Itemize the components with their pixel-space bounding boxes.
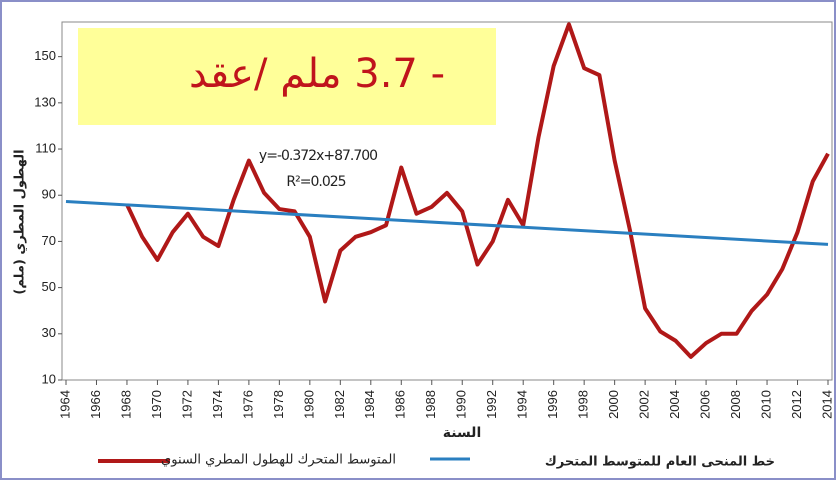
x-tick-label: 1980 xyxy=(301,390,316,419)
y-tick-label: 30 xyxy=(42,325,56,340)
y-tick-label: 110 xyxy=(35,140,56,155)
y-tick-label: 50 xyxy=(42,279,56,294)
legend-label: خط المنحى العام للمتوسط المتحرك xyxy=(545,455,775,470)
x-tick-label: 2006 xyxy=(698,390,713,419)
x-tick-label: 1990 xyxy=(454,390,469,419)
x-tick-label: 2008 xyxy=(728,390,743,419)
x-tick-label: 1988 xyxy=(423,390,438,419)
x-tick-label: 2004 xyxy=(667,390,682,419)
x-tick-label: 1974 xyxy=(210,390,225,419)
x-tick-label: 1998 xyxy=(576,390,591,419)
y-tick-label: 90 xyxy=(42,187,56,202)
x-tick-label: 1976 xyxy=(240,390,255,419)
x-tick-label: 2002 xyxy=(637,390,652,419)
r-squared: R²=0.025 xyxy=(286,174,345,190)
x-tick-label: 1978 xyxy=(271,390,286,419)
x-tick-label: 1964 xyxy=(57,390,72,419)
x-tick-label: 1986 xyxy=(393,390,408,419)
x-tick-label: 2014 xyxy=(819,390,834,419)
annotation: - 3.7 ملم /عقد xyxy=(189,51,445,97)
y-tick-label: 70 xyxy=(42,233,56,248)
x-tick-label: 2010 xyxy=(758,390,773,419)
series-line xyxy=(125,22,830,359)
series-line xyxy=(65,199,829,246)
x-tick-label: 1992 xyxy=(484,390,499,419)
x-tick-label: 2000 xyxy=(606,390,621,419)
legend-label: المتوسط المتحرك للهطول المطري السنوي xyxy=(161,453,396,468)
x-tick-label: 1994 xyxy=(515,390,530,419)
x-tick-label: 1966 xyxy=(88,390,103,419)
equation: y=-0.372x+87.700 xyxy=(259,148,377,164)
x-tick-label: 1972 xyxy=(179,390,194,419)
x-axis-label: السنة xyxy=(443,425,482,441)
annotation-box xyxy=(78,28,496,125)
x-tick-label: 2012 xyxy=(789,390,804,419)
y-tick-label: 10 xyxy=(42,371,56,386)
x-tick-label: 1996 xyxy=(545,390,560,419)
x-tick-label: 1982 xyxy=(332,390,347,419)
x-tick-label: 1984 xyxy=(362,390,377,419)
y-tick-label: 130 xyxy=(34,94,56,109)
y-tick-label: 150 xyxy=(34,48,56,63)
x-tick-label: 1968 xyxy=(118,390,133,419)
x-tick-label: 1970 xyxy=(149,390,164,419)
y-axis-label: الهطول المطري (ملم) xyxy=(13,149,28,294)
